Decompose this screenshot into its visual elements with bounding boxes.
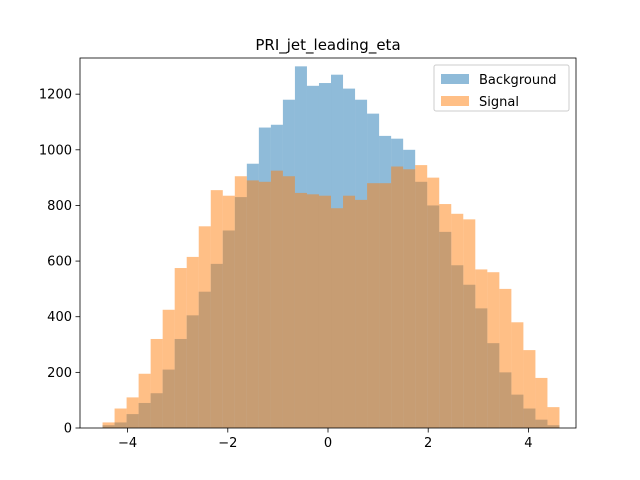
signal-bar: [174, 268, 187, 428]
signal-bar: [198, 226, 211, 428]
x-tick-label: −4: [118, 436, 137, 451]
y-tick-label: 1000: [39, 143, 72, 158]
x-tick-label: 2: [424, 436, 432, 451]
signal-bar: [439, 204, 452, 428]
y-tick-label: 1200: [39, 88, 72, 103]
signal-bar: [138, 373, 151, 428]
signal-legend-label: Signal: [479, 95, 519, 110]
signal-legend-swatch: [441, 96, 469, 106]
signal-bar: [343, 195, 356, 428]
chart-title: PRI_jet_leading_eta: [255, 36, 400, 55]
signal-bar: [294, 192, 307, 428]
signal-bar: [535, 377, 548, 428]
signal-bar: [150, 338, 163, 428]
x-tick-label: −2: [218, 436, 237, 451]
signal-bar: [475, 269, 488, 428]
x-tick-label: 4: [524, 436, 532, 451]
signal-bar: [355, 199, 368, 428]
y-tick-label: 800: [47, 199, 72, 214]
signal-bar: [499, 288, 512, 428]
signal-bar: [258, 181, 271, 428]
background-legend-swatch: [441, 74, 469, 84]
x-axis: −4 −2 0 2 4: [118, 428, 533, 451]
legend: Background Signal: [433, 64, 570, 112]
signal-bar: [463, 219, 476, 428]
signal-bar: [246, 180, 259, 428]
signal-bar: [270, 170, 283, 428]
signal-bar: [367, 183, 380, 428]
signal-bar: [282, 176, 295, 428]
signal-bar: [403, 169, 416, 428]
signal-bar: [186, 256, 199, 428]
background-legend-label: Background: [479, 73, 557, 88]
signal-bar: [162, 309, 175, 428]
signal-bar: [523, 350, 536, 428]
signal-bar: [306, 194, 319, 428]
y-tick-label: 600: [47, 255, 72, 270]
signal-bar: [318, 195, 332, 428]
signal-bar: [547, 407, 560, 428]
signal-bar: [222, 195, 235, 428]
signal-bar: [114, 408, 127, 428]
bars-layer: [102, 66, 560, 429]
signal-series: [102, 165, 560, 428]
signal-bar: [427, 177, 440, 428]
y-tick-label: 400: [47, 310, 72, 325]
signal-bar: [379, 183, 392, 428]
signal-bar: [210, 190, 223, 428]
signal-bar: [331, 208, 344, 428]
x-tick-label: 0: [324, 436, 332, 451]
signal-bar: [415, 165, 428, 428]
signal-bar: [126, 397, 139, 428]
y-axis: 0 200 400 600 800 1000 1200: [39, 88, 80, 437]
signal-bar: [102, 422, 115, 428]
signal-bar: [487, 272, 500, 428]
y-tick-label: 0: [64, 422, 72, 437]
y-tick-label: 200: [47, 366, 72, 381]
signal-bar: [391, 166, 404, 428]
signal-bar: [511, 322, 524, 428]
signal-bar: [451, 213, 464, 428]
signal-bar: [234, 176, 247, 428]
